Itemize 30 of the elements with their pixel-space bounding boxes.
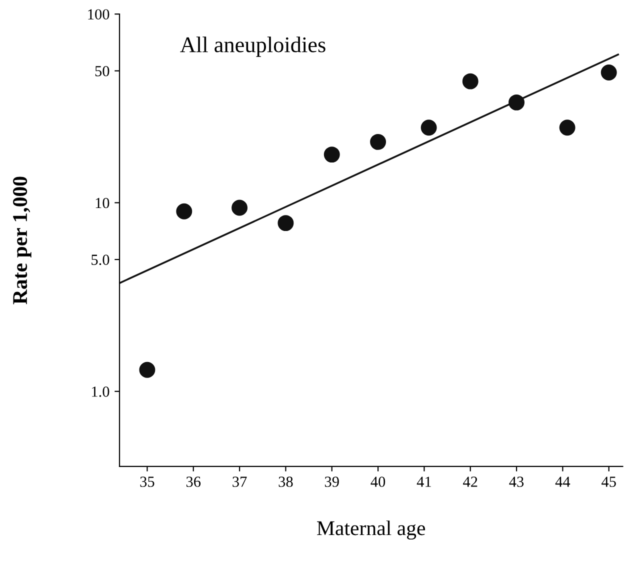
x-axis-title: Maternal age [317,520,426,540]
point [420,120,437,136]
y-axis-title: Rate per 1,000 [13,176,32,304]
x-tick-label: 41 [416,476,431,487]
x-tick-label: 42 [463,476,478,487]
point [600,64,617,80]
y-tick-label: 10 [96,198,110,208]
y-tick-label: 50 [95,66,110,76]
x-tick-label: 36 [186,476,201,487]
x-tick-label: 40 [370,476,386,487]
x-tick-label: 45 [602,476,616,487]
point [370,134,386,150]
x-tick-label: 43 [509,476,524,487]
x-tick-label: 39 [324,476,339,487]
point [324,146,340,163]
point [232,200,248,216]
x-tick-label: 37 [232,476,247,487]
point [559,120,576,136]
text: All aneuploidies [180,36,326,57]
y-tick-label: 1.0 [92,386,110,397]
x-tick-label: 44 [555,476,570,487]
x-tick-label: 35 [140,476,154,487]
y-tick-label: 5.0 [92,254,110,266]
point [139,362,156,378]
point [508,94,525,110]
point [176,203,192,220]
y-tick-label: 100 [88,9,110,20]
point [462,73,478,90]
point [278,215,294,232]
x-tick-label: 38 [278,476,293,487]
